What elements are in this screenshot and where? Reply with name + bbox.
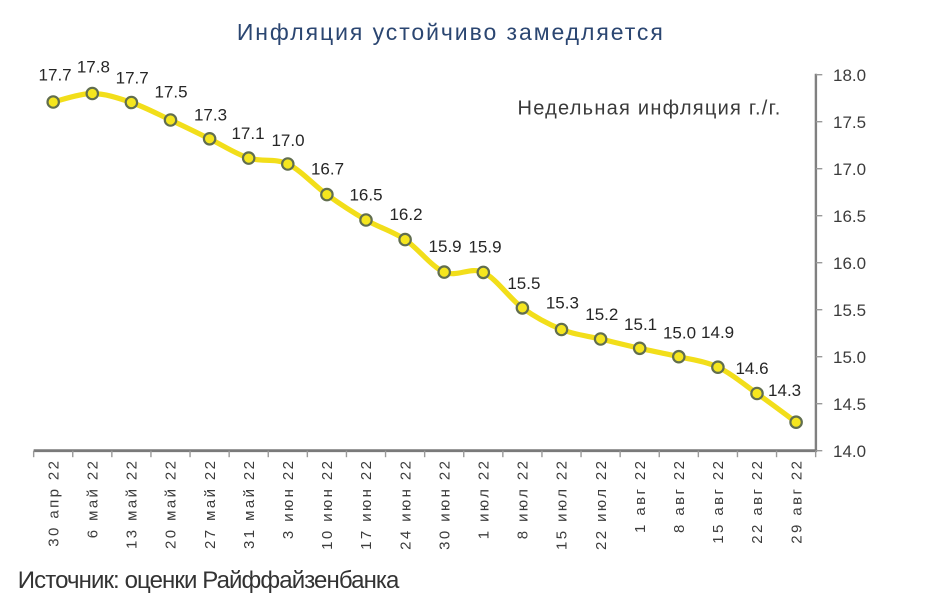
svg-text:30 июн 22: 30 июн 22 — [436, 459, 453, 550]
svg-text:15.5: 15.5 — [507, 274, 540, 293]
svg-text:Инфляция устойчиво замедляется: Инфляция устойчиво замедляется — [237, 19, 665, 45]
svg-text:15.9: 15.9 — [429, 237, 462, 256]
svg-text:17.7: 17.7 — [116, 69, 149, 88]
svg-text:13 май 22: 13 май 22 — [124, 459, 141, 549]
svg-text:10 июн 22: 10 июн 22 — [319, 459, 336, 550]
svg-text:20 май 22: 20 май 22 — [163, 459, 180, 549]
svg-text:8 июл 22: 8 июл 22 — [515, 459, 532, 540]
svg-text:1 авг 22: 1 авг 22 — [632, 459, 649, 533]
svg-text:16.0: 16.0 — [833, 254, 866, 273]
svg-text:Источник: оценки Райффайзенбан: Источник: оценки Райффайзенбанка — [18, 567, 400, 594]
svg-text:6 май 22: 6 май 22 — [85, 459, 102, 539]
svg-text:15.1: 15.1 — [624, 315, 657, 334]
svg-text:17 июн 22: 17 июн 22 — [358, 459, 375, 550]
svg-text:27 май 22: 27 май 22 — [202, 459, 219, 549]
svg-text:15.0: 15.0 — [833, 348, 866, 367]
svg-text:15 авг 22: 15 авг 22 — [710, 459, 727, 544]
svg-text:16.5: 16.5 — [833, 207, 866, 226]
svg-text:16.7: 16.7 — [311, 160, 344, 179]
svg-text:3 июн 22: 3 июн 22 — [280, 459, 297, 539]
svg-text:22 июл 22: 22 июл 22 — [593, 459, 610, 550]
svg-text:24 июн 22: 24 июн 22 — [397, 459, 414, 550]
svg-text:14.9: 14.9 — [701, 323, 734, 342]
svg-text:14.5: 14.5 — [833, 395, 866, 414]
svg-text:8 авг 22: 8 авг 22 — [671, 459, 688, 533]
svg-text:14.3: 14.3 — [768, 381, 801, 400]
svg-text:15.2: 15.2 — [585, 305, 618, 324]
svg-text:17.0: 17.0 — [271, 131, 304, 150]
svg-text:17.1: 17.1 — [231, 124, 264, 143]
svg-text:16.5: 16.5 — [349, 185, 382, 204]
svg-text:29 авг 22: 29 авг 22 — [788, 459, 805, 544]
svg-text:17.0: 17.0 — [833, 160, 866, 179]
svg-text:1 июл 22: 1 июл 22 — [476, 459, 493, 540]
svg-text:Недельная инфляция г./г.: Недельная инфляция г./г. — [518, 98, 782, 120]
svg-text:17.3: 17.3 — [194, 106, 227, 125]
svg-text:17.8: 17.8 — [77, 58, 110, 77]
svg-text:14.6: 14.6 — [735, 359, 768, 378]
svg-text:31 май 22: 31 май 22 — [241, 459, 258, 549]
svg-text:30 апр 22: 30 апр 22 — [45, 459, 62, 547]
svg-text:15.3: 15.3 — [546, 294, 579, 313]
svg-text:18.0: 18.0 — [833, 66, 866, 85]
svg-text:14.0: 14.0 — [833, 442, 866, 461]
svg-text:15.5: 15.5 — [833, 301, 866, 320]
svg-text:17.7: 17.7 — [39, 65, 72, 84]
svg-text:15 июл 22: 15 июл 22 — [554, 459, 571, 550]
svg-text:17.5: 17.5 — [833, 113, 866, 132]
svg-text:17.5: 17.5 — [154, 83, 187, 102]
svg-text:16.2: 16.2 — [389, 205, 422, 224]
svg-text:15.0: 15.0 — [663, 324, 696, 343]
svg-text:22 авг 22: 22 авг 22 — [749, 459, 766, 544]
svg-text:15.9: 15.9 — [468, 237, 501, 256]
